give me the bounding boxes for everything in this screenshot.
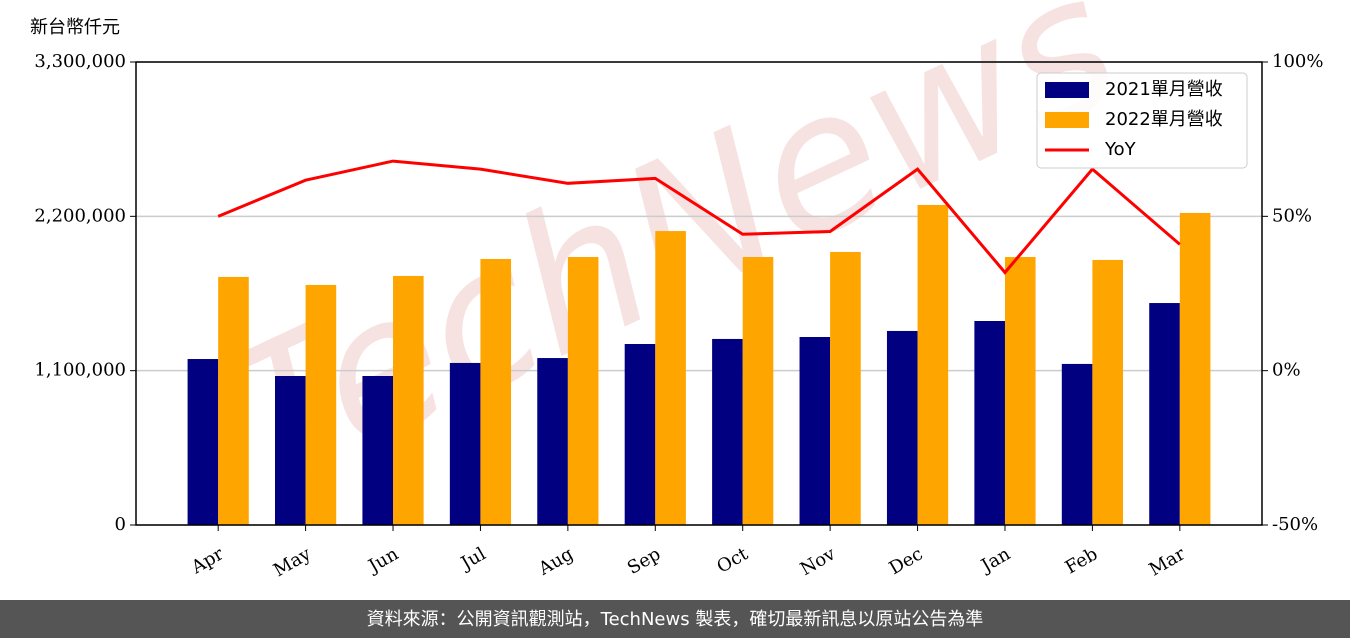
- bar: [742, 257, 774, 525]
- footer: 資料來源：公開資訊觀測站，TechNews 製表，確切最新訊息以原站公告為準: [367, 609, 984, 630]
- bar: [187, 359, 219, 525]
- bar: [393, 275, 424, 525]
- line: [217, 159, 1181, 275]
- y2-tick-label: 0%: [1272, 360, 1301, 381]
- bar: [218, 276, 249, 525]
- y2-tick-label: 100%: [1272, 51, 1323, 72]
- x-tick-label: Dec: [886, 543, 927, 579]
- bar: [1149, 303, 1180, 525]
- x-tick-label: Aug: [534, 543, 577, 580]
- y-axis-label: 新台幣仟元: [30, 17, 120, 38]
- x-tick-label: Oct: [713, 543, 752, 578]
- bar: [305, 284, 337, 525]
- bar: [480, 258, 512, 525]
- bar: [624, 344, 656, 525]
- x-tick-label: May: [270, 543, 315, 581]
- bar: [655, 231, 686, 525]
- legend-swatch: [1045, 112, 1089, 128]
- x-tick-label: Feb: [1062, 543, 1102, 578]
- y2-tick-label: 50%: [1272, 205, 1312, 226]
- bar: [1004, 257, 1036, 525]
- y2-tick-label: -50%: [1272, 514, 1318, 535]
- y-tick-label: 2,200,000: [34, 205, 126, 226]
- bar: [886, 330, 918, 525]
- x-tick-label: Jan: [976, 543, 1014, 577]
- footer-bar: [0, 600, 1350, 638]
- x-tick-label: Apr: [187, 543, 227, 578]
- legend-label: YoY: [1104, 139, 1137, 160]
- bar: [362, 375, 394, 525]
- y-tick-label: 3,300,000: [34, 51, 126, 72]
- bar: [449, 362, 481, 525]
- x-tick-label: Mar: [1146, 543, 1190, 580]
- legend-label: 2022單月營收: [1105, 109, 1223, 130]
- legend-box: [1036, 72, 1248, 169]
- bar: [275, 375, 306, 525]
- legend-label: 2021單月營收: [1105, 79, 1223, 100]
- bar: [799, 336, 831, 525]
- bar: [1179, 212, 1211, 525]
- legend-swatch: [1045, 82, 1089, 98]
- plot-frame: [135, 61, 1263, 526]
- x-tick-label: Sep: [624, 543, 664, 578]
- bar: [567, 257, 599, 525]
- bar: [537, 358, 568, 525]
- bar: [1092, 259, 1123, 525]
- bar: [917, 204, 949, 525]
- x-tick-label: Nov: [797, 543, 840, 580]
- bar: [1061, 363, 1093, 525]
- x-tick-label: Jul: [456, 543, 490, 575]
- bar: [830, 251, 861, 525]
- bar: [712, 338, 743, 525]
- y-tick-label: 0: [115, 514, 126, 535]
- y-tick-label: 1,100,000: [34, 360, 126, 381]
- x-tick-label: Jun: [363, 543, 402, 578]
- bar: [974, 320, 1005, 525]
